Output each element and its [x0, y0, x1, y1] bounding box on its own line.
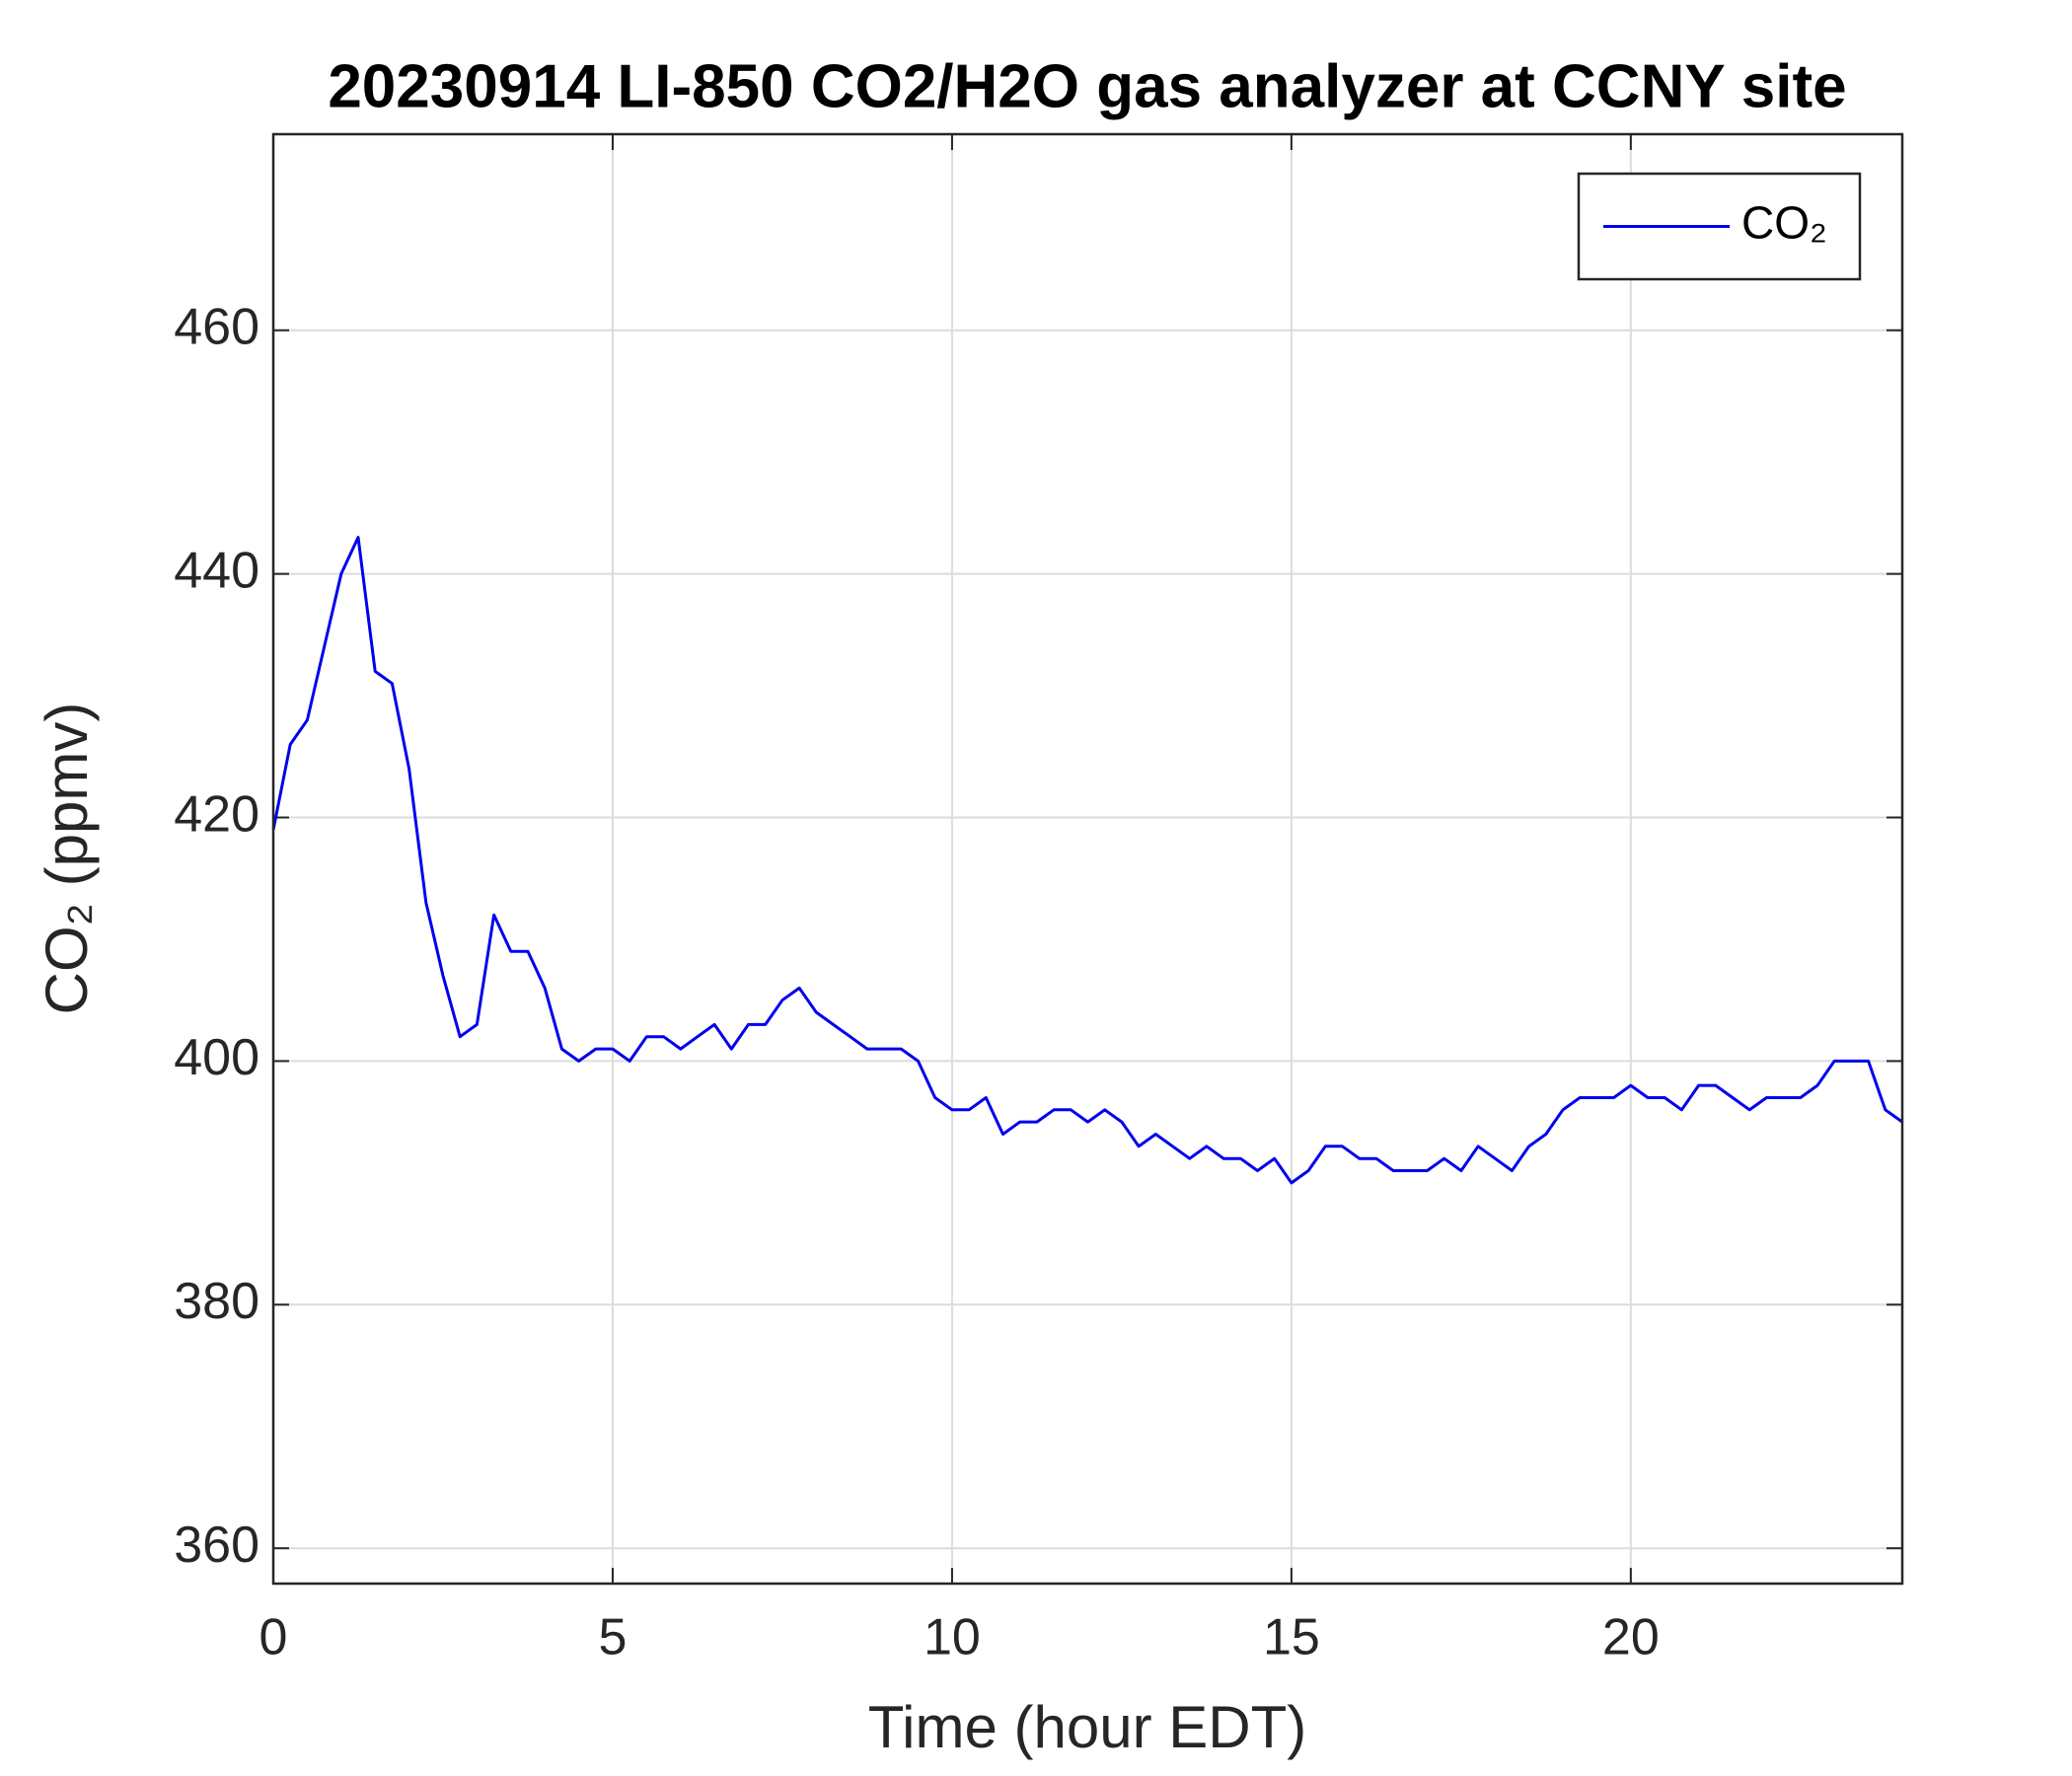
- x-tick-label: 10: [924, 1609, 981, 1666]
- x-tick-label: 0: [259, 1609, 288, 1666]
- x-axis-label: Time (hour EDT): [868, 1694, 1307, 1760]
- y-axis-label: CO₂ (ppmv): [34, 703, 100, 1015]
- y-tick-label: 420: [174, 785, 259, 843]
- y-tick-label: 360: [174, 1517, 259, 1574]
- y-tick-label: 460: [174, 298, 259, 355]
- plot-frame: [271, 132, 1904, 1586]
- y-tick-label: 380: [174, 1273, 259, 1330]
- data-line: [271, 536, 1903, 1185]
- y-tick-label: 400: [174, 1029, 259, 1086]
- chart-title: 20230914 LI-850 CO2/H2O gas analyzer at …: [328, 52, 1846, 120]
- x-tick-label: 15: [1263, 1609, 1320, 1666]
- x-tick-label: 5: [598, 1609, 627, 1666]
- y-tick-label: 440: [174, 542, 259, 599]
- legend-label: CO₂: [1741, 197, 1827, 249]
- x-tick-label: 20: [1602, 1609, 1660, 1666]
